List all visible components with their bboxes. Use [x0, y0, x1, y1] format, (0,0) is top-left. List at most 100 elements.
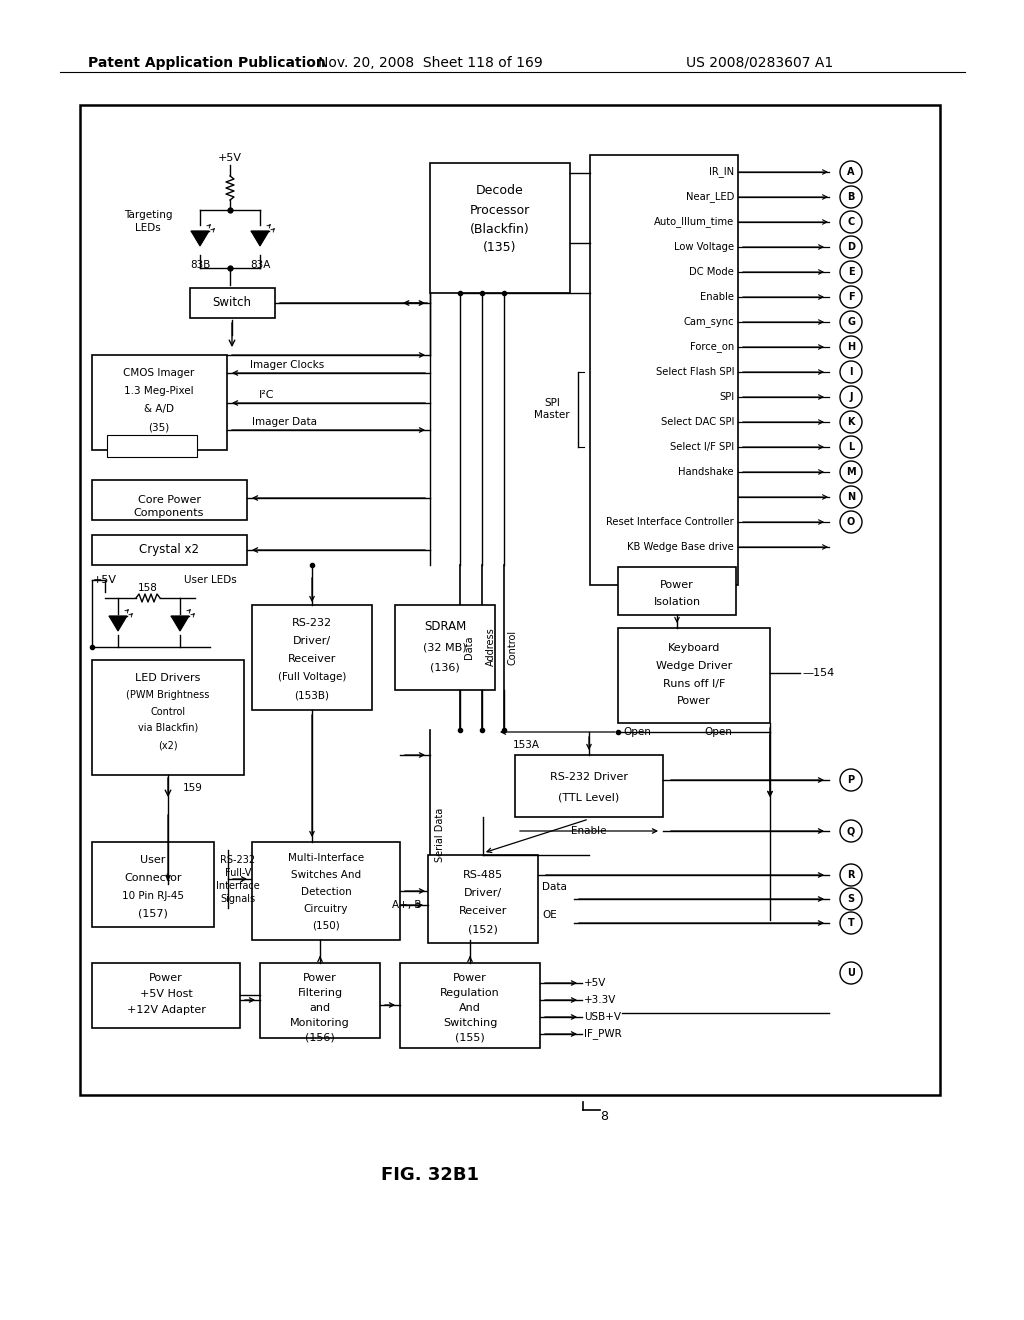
Text: via Blackfin): via Blackfin): [138, 723, 198, 733]
Text: (35): (35): [148, 422, 170, 432]
Text: Imager Data: Imager Data: [253, 417, 317, 426]
Text: Select DAC SPI: Select DAC SPI: [660, 417, 734, 426]
Text: Driver/: Driver/: [293, 636, 331, 645]
Polygon shape: [191, 231, 209, 246]
Text: Full-V: Full-V: [225, 869, 251, 878]
Text: Select I/F SPI: Select I/F SPI: [670, 442, 734, 451]
Text: Handshake: Handshake: [678, 467, 734, 477]
Bar: [430, 162, 570, 293]
Text: Filtering: Filtering: [297, 987, 343, 998]
Text: IF_PWR: IF_PWR: [584, 1028, 622, 1039]
Text: 159: 159: [183, 783, 203, 793]
Text: Regulation: Regulation: [440, 987, 500, 998]
Text: (136): (136): [430, 663, 460, 672]
Text: +5V: +5V: [218, 153, 242, 162]
Text: 10 Pin RJ-45: 10 Pin RJ-45: [122, 891, 184, 902]
Text: RS-232 Driver: RS-232 Driver: [550, 772, 628, 781]
Text: I: I: [849, 367, 853, 378]
Bar: [252, 842, 400, 940]
Text: KB Wedge Base drive: KB Wedge Base drive: [628, 543, 734, 552]
Bar: [190, 288, 275, 318]
Text: +5V: +5V: [584, 978, 606, 987]
Text: Near_LED: Near_LED: [686, 191, 734, 202]
Text: Select Flash SPI: Select Flash SPI: [655, 367, 734, 378]
Text: Enable: Enable: [571, 826, 607, 836]
Text: Open: Open: [623, 727, 651, 737]
Text: Switching: Switching: [442, 1018, 498, 1028]
Text: 153A: 153A: [513, 741, 540, 750]
Text: Switch: Switch: [213, 297, 252, 309]
Text: (152): (152): [468, 924, 498, 935]
Text: LEDs: LEDs: [135, 223, 161, 234]
Text: I²C: I²C: [259, 389, 274, 400]
Text: Address: Address: [486, 627, 496, 667]
Text: (PWM Brightness: (PWM Brightness: [126, 690, 210, 700]
Text: Control: Control: [508, 630, 518, 664]
Text: +5V: +5V: [93, 576, 117, 585]
Text: O: O: [847, 517, 855, 527]
Text: Nov. 20, 2008  Sheet 118 of 169: Nov. 20, 2008 Sheet 118 of 169: [317, 55, 543, 70]
Text: G: G: [847, 317, 855, 327]
Text: Keyboard: Keyboard: [668, 643, 720, 653]
Text: D: D: [847, 242, 855, 252]
Bar: [92, 842, 214, 927]
Text: Data: Data: [464, 635, 474, 659]
Text: (Full Voltage): (Full Voltage): [278, 672, 346, 682]
Text: Cam_sync: Cam_sync: [683, 317, 734, 327]
Bar: [400, 964, 540, 1048]
Text: Q: Q: [847, 826, 855, 836]
Text: Switches And: Switches And: [291, 870, 361, 880]
Text: Open: Open: [705, 727, 732, 737]
Bar: [92, 964, 240, 1028]
Text: Targeting: Targeting: [124, 210, 172, 220]
Text: A+, B-: A+, B-: [392, 900, 425, 909]
Text: CMOS Imager: CMOS Imager: [123, 368, 195, 378]
Text: RS-485: RS-485: [463, 870, 503, 880]
Text: Runs off I/F: Runs off I/F: [663, 678, 725, 689]
Bar: [260, 964, 380, 1038]
Text: (x2): (x2): [158, 741, 178, 750]
Bar: [252, 605, 372, 710]
Text: B: B: [847, 191, 855, 202]
Text: Signals: Signals: [220, 894, 256, 904]
Text: (32 MB): (32 MB): [423, 642, 467, 652]
Text: J: J: [849, 392, 853, 403]
Text: (135): (135): [483, 242, 517, 255]
Text: Data: Data: [542, 882, 567, 892]
Text: Reset Interface Controller: Reset Interface Controller: [606, 517, 734, 527]
Text: User: User: [140, 855, 166, 865]
Bar: [92, 480, 247, 520]
Text: Detection: Detection: [301, 887, 351, 898]
Text: Multi-Interface: Multi-Interface: [288, 853, 365, 863]
Text: M: M: [846, 467, 856, 477]
Text: Interface: Interface: [216, 880, 260, 891]
Text: Components: Components: [134, 508, 204, 517]
Text: K: K: [847, 417, 855, 426]
Text: & A/D: & A/D: [144, 404, 174, 414]
Polygon shape: [109, 616, 127, 631]
Text: SPI
Master: SPI Master: [535, 399, 569, 420]
Text: And: And: [459, 1003, 481, 1012]
Bar: [590, 154, 738, 585]
Polygon shape: [171, 616, 189, 631]
Text: U: U: [847, 968, 855, 978]
Text: F: F: [848, 292, 854, 302]
Bar: [92, 535, 247, 565]
Text: Circuitry: Circuitry: [304, 904, 348, 913]
Text: Power: Power: [150, 973, 183, 983]
Bar: [428, 855, 538, 942]
Text: H: H: [847, 342, 855, 352]
Text: Power: Power: [677, 696, 711, 706]
Text: 158: 158: [138, 583, 158, 593]
Text: Receiver: Receiver: [459, 906, 507, 916]
Text: (153B): (153B): [295, 690, 330, 700]
Text: (156): (156): [305, 1032, 335, 1041]
Text: N: N: [847, 492, 855, 502]
Text: P: P: [848, 775, 855, 785]
Text: +12V Adapter: +12V Adapter: [127, 1005, 206, 1015]
Text: +3.3V: +3.3V: [584, 995, 616, 1005]
Text: RS-232: RS-232: [292, 618, 332, 628]
Bar: [92, 660, 244, 775]
Text: T: T: [848, 917, 854, 928]
Text: DC Mode: DC Mode: [689, 267, 734, 277]
